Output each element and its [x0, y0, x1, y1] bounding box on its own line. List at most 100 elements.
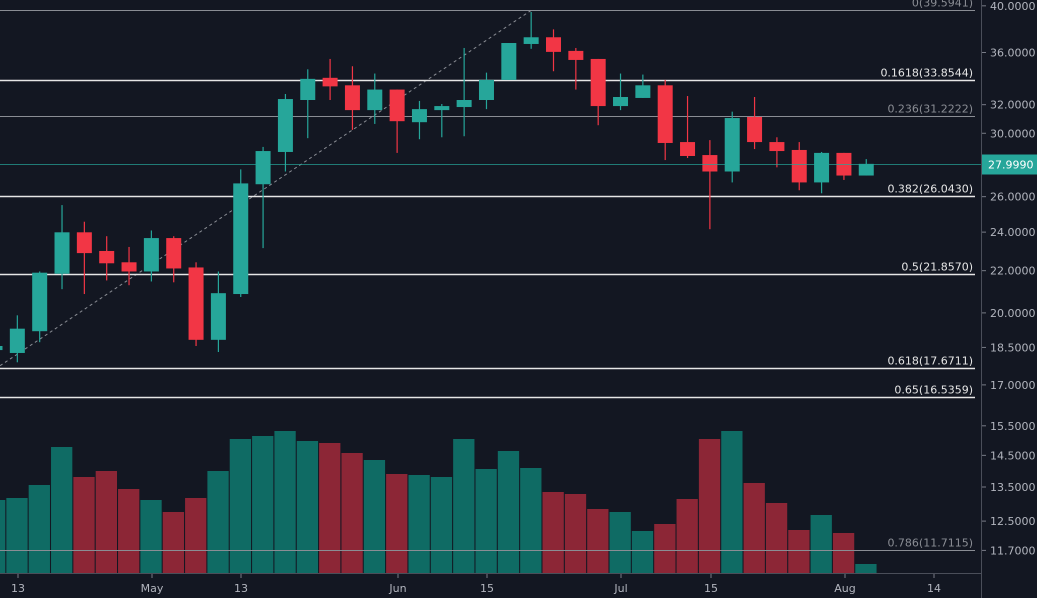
volume-bar	[162, 512, 185, 573]
candle-body	[32, 272, 48, 332]
candle-body	[76, 232, 92, 254]
candle-body	[613, 96, 629, 107]
fib-trend-line	[0, 9, 532, 367]
candle-body	[300, 78, 316, 100]
volume-bar	[229, 439, 252, 573]
volume-bar	[386, 474, 408, 573]
volume-bar	[765, 503, 788, 573]
volume-bar	[140, 500, 162, 573]
volume-bar	[855, 564, 877, 573]
volume-bar	[296, 441, 319, 573]
volume-bar	[207, 471, 229, 573]
volume-bar	[363, 460, 386, 573]
candle-body	[233, 183, 249, 295]
candle-body	[322, 77, 338, 87]
candle-body	[814, 152, 830, 183]
volume-bar	[520, 468, 542, 573]
candle-body	[478, 79, 494, 100]
candle-body	[434, 106, 450, 111]
candle-body	[680, 142, 696, 156]
volume-bar	[609, 512, 631, 573]
volume-bar	[319, 443, 341, 573]
candle-body	[568, 50, 584, 60]
volume-pane	[0, 431, 877, 573]
price-axis[interactable]: 40.0000 36.0000 32.0000 30.0000 26.0000 24.00…	[982, 0, 1036, 557]
candle-body	[367, 89, 383, 111]
volume-bar	[95, 471, 117, 573]
volume-bar	[832, 533, 855, 573]
candle-body	[411, 109, 427, 123]
volume-bar	[721, 431, 743, 573]
volume-bar	[654, 524, 676, 573]
candle-body	[501, 43, 517, 80]
volume-bar	[542, 492, 564, 573]
candle-body	[188, 267, 204, 340]
time-axis-label: 15	[704, 582, 718, 595]
volume-bar	[252, 436, 274, 573]
candle-body	[747, 116, 763, 143]
candle-body	[590, 58, 606, 107]
candle-body	[143, 238, 159, 272]
last-price-marker: 27.9990	[0, 154, 1037, 175]
candle-body	[0, 345, 3, 351]
fib-level-label: 0.1618(33.8544)	[880, 67, 973, 80]
candle-body	[210, 293, 226, 340]
time-axis-label: May	[141, 582, 164, 595]
candle-body	[702, 155, 718, 172]
volume-bar	[185, 498, 207, 573]
fib-level-label: 0.5(21.8570)	[901, 261, 973, 274]
candle-body	[523, 37, 539, 44]
time-axis[interactable]: 13 May 13 Jun 15 Jul 15 Aug 14	[11, 574, 941, 595]
fib-level-label: 0.618(17.6711)	[887, 355, 973, 368]
price-axis-label: 11.7000	[990, 544, 1036, 557]
time-axis-label: 13	[11, 582, 25, 595]
last-price-label-bg	[982, 154, 1037, 175]
price-axis-label: 13.5000	[990, 481, 1036, 494]
last-price-label: 27.9990	[988, 159, 1034, 172]
volume-bar	[73, 477, 95, 573]
price-axis-label: 18.5000	[990, 341, 1036, 354]
candle-body	[546, 37, 561, 52]
price-axis-label: 26.0000	[990, 191, 1036, 204]
volume-bar	[453, 439, 475, 573]
volume-bar	[698, 439, 721, 573]
candle-body	[277, 99, 293, 152]
volume-bar	[118, 489, 140, 573]
fib-level-label: 0.65(16.5359)	[894, 384, 973, 397]
candle-body	[657, 85, 673, 143]
fib-level-label: 0.786(11.7115)	[887, 537, 973, 550]
price-axis-label: 40.0000	[990, 0, 1036, 13]
volume-bar	[408, 475, 430, 573]
volume-bar	[587, 509, 609, 573]
volume-bar	[631, 531, 654, 573]
price-axis-label: 32.0000	[990, 99, 1036, 112]
candle-body	[99, 250, 115, 264]
candle-body	[791, 149, 807, 183]
volume-bar	[28, 485, 50, 573]
time-axis-label: 14	[927, 582, 941, 595]
volume-bar	[810, 515, 832, 573]
candle-body	[635, 85, 651, 98]
fib-level-label: 0(39.5941)	[912, 0, 973, 10]
candle-body	[9, 328, 25, 353]
volume-bar	[497, 451, 520, 573]
candle-body	[389, 89, 405, 122]
candle-body	[255, 151, 271, 185]
price-axis-label: 36.0000	[990, 47, 1036, 60]
price-axis-label: 12.5000	[990, 515, 1036, 528]
time-axis-label: Jul	[613, 582, 627, 595]
volume-bar	[743, 483, 765, 573]
candle-body	[166, 238, 182, 269]
candle-body	[456, 99, 472, 108]
price-axis-label: 17.0000	[990, 379, 1036, 392]
price-pane	[0, 11, 874, 363]
candle-body	[769, 142, 785, 152]
price-axis-label: 22.0000	[990, 265, 1036, 278]
price-axis-label: 14.5000	[990, 449, 1036, 462]
time-axis-label: Jun	[388, 582, 406, 595]
fib-level-label: 0.382(26.0430)	[887, 183, 973, 196]
candle-body	[858, 163, 874, 176]
price-axis-label: 20.0000	[990, 307, 1036, 320]
time-axis-label: Aug	[834, 582, 855, 595]
